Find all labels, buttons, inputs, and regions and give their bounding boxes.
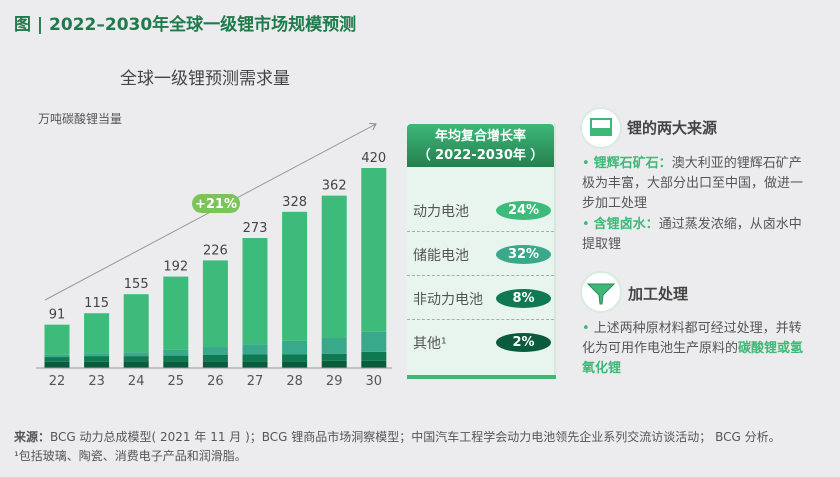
- cagr-row: 其他¹ 2%: [407, 321, 554, 365]
- bar-segment: [361, 360, 387, 368]
- cagr-header-title: 年均复合增长率: [434, 129, 526, 144]
- bar-segment: [84, 356, 110, 362]
- bar-segment: [202, 347, 228, 355]
- bar-segment: [361, 168, 387, 332]
- bar-segment: [202, 260, 228, 348]
- bar-segment: [321, 195, 347, 338]
- bar-segment: [242, 361, 268, 368]
- cagr-row: 储能电池 32%: [407, 233, 554, 277]
- row-divider: [407, 319, 554, 320]
- bar-segment: [84, 353, 110, 357]
- bullet-text: 通过蒸发浓缩，从卤水中提取锂: [582, 217, 802, 252]
- bar-segment: [44, 361, 70, 368]
- cagr-row: 动力电池 24%: [407, 189, 554, 233]
- bar-segment: [202, 354, 228, 362]
- bar-segment: [123, 352, 149, 357]
- bar-segment: [361, 331, 387, 352]
- source-bullet-spodumene: • 锂辉石矿石：澳大利亚的锂辉石矿产极为丰富，大部分出口至中国，做进一步加工处理: [582, 156, 804, 211]
- bar-total-label: 420: [361, 151, 386, 166]
- bar-segment: [361, 351, 387, 361]
- cagr-annotation: +21%: [195, 197, 237, 212]
- x-tick-label: 26: [207, 374, 224, 389]
- sources-heading: 锂的两大来源: [627, 119, 718, 137]
- source-note: 来源：BCG 动力总成模型( 2021 年 11 月 )；BCG 锂商品市场洞察…: [14, 428, 781, 445]
- bar-segment: [321, 353, 347, 361]
- bar-segment: [321, 338, 347, 354]
- y-axis-unit: 万吨碳酸锂当量: [38, 112, 123, 126]
- bar-total-label: 115: [84, 296, 109, 311]
- bullet-text: 上述两种原材料都可经过处理，并转化为可用作电池生产原料的: [582, 321, 802, 356]
- bullet-key: 含锂卤水：: [593, 217, 659, 232]
- bar-segment: [84, 361, 110, 368]
- x-tick-label: 23: [88, 374, 105, 389]
- segment-label: 非动力电池: [413, 292, 483, 308]
- cagr-value-pill: 8%: [496, 289, 551, 308]
- row-divider: [407, 275, 554, 276]
- cagr-value-pill: 32%: [496, 245, 551, 264]
- source-bullet-brine: • 含锂卤水：通过蒸发浓缩，从卤水中提取锂: [582, 217, 802, 252]
- bullet-highlight: 碳酸锂或氢氧化锂: [582, 341, 804, 376]
- stacked-bar-chart: 91 22 115 23 155 24 192 25 226 26 273 27 328 28 362 29 4…: [36, 0, 392, 389]
- figure-title: 图 | 2022–2030年全球一级锂市场规模预测: [14, 15, 357, 35]
- chart-title: 全球一级锂预测需求量: [120, 69, 290, 89]
- bar-segment: [282, 340, 308, 355]
- x-tick-label: 28: [286, 374, 303, 389]
- cagr-row: 非动力电池 8%: [407, 277, 554, 321]
- footnote: ¹包括玻璃、陶瓷、消费电子产品和润滑脂。: [14, 449, 247, 463]
- processing-bullet: • 上述两种原材料都可经过处理，并转化为可用作电池生产原料的碳酸锂或氢氧化锂: [582, 321, 804, 376]
- cagr-value-pill: 2%: [496, 333, 551, 352]
- bar-total-label: 328: [282, 195, 307, 210]
- bar-segment: [44, 357, 70, 362]
- bar-total-label: 192: [163, 260, 188, 275]
- bar-segment: [163, 349, 189, 356]
- x-tick-label: 27: [247, 374, 264, 389]
- segment-label: 动力电池: [413, 204, 469, 220]
- x-tick-label: 29: [326, 374, 343, 389]
- cagr-panel: 年均复合增长率 （ 2022-2030年 ） 动力电池 24% 储能电池 32% 非动力…: [407, 124, 556, 379]
- segment-label: 其他¹: [413, 336, 447, 352]
- bar-segment: [282, 361, 308, 368]
- source-label: 来源：: [14, 430, 51, 444]
- funnel-icon: [580, 271, 622, 313]
- bar-total-label: 155: [124, 277, 149, 292]
- bar-segment: [44, 354, 70, 358]
- bullet-text: 澳大利亚的锂辉石矿产极为丰富，大部分出口至中国，做进一步加工处理: [582, 156, 804, 211]
- bar-segment: [123, 294, 149, 353]
- processing-heading: 加工处理: [628, 285, 689, 303]
- bar-total-label: 362: [322, 179, 347, 194]
- bar-segment: [242, 344, 268, 355]
- cagr-header-period: （ 2022-2030年 ）: [417, 148, 544, 163]
- x-tick-label: 30: [366, 374, 383, 389]
- bar-segment: [242, 354, 268, 362]
- bar-total-label: 273: [243, 221, 268, 236]
- bar-segment: [44, 324, 70, 355]
- bar-total-label: 91: [49, 308, 66, 323]
- cagr-header: 年均复合增长率 （ 2022-2030年 ）: [407, 124, 554, 167]
- bar-segment: [282, 211, 308, 341]
- x-tick-label: 22: [49, 374, 66, 389]
- row-divider: [407, 231, 554, 232]
- x-tick-label: 24: [128, 374, 145, 389]
- bullet-key: 锂辉石矿石：: [593, 156, 672, 171]
- x-tick-label: 25: [168, 374, 185, 389]
- cagr-badge: [192, 194, 240, 213]
- bar-segment: [321, 360, 347, 368]
- bar-segment: [84, 313, 110, 354]
- cagr-value-pill: 24%: [496, 201, 551, 220]
- bar-segment: [163, 276, 189, 350]
- bar-segment: [123, 356, 149, 362]
- bar-segment: [163, 355, 189, 362]
- bar-segment: [123, 361, 149, 368]
- source-text: BCG 动力总成模型( 2021 年 11 月 )；BCG 锂商品市场洞察模型；…: [50, 430, 781, 444]
- bar-segment: [163, 361, 189, 368]
- bar-total-label: 226: [203, 243, 228, 258]
- segment-label: 储能电池: [413, 248, 469, 264]
- lithium-source-icon: [580, 107, 622, 149]
- panel-footer-bar: [407, 375, 556, 379]
- bar-segment: [282, 354, 308, 362]
- bar-segment: [202, 361, 228, 368]
- bar-segment: [242, 238, 268, 345]
